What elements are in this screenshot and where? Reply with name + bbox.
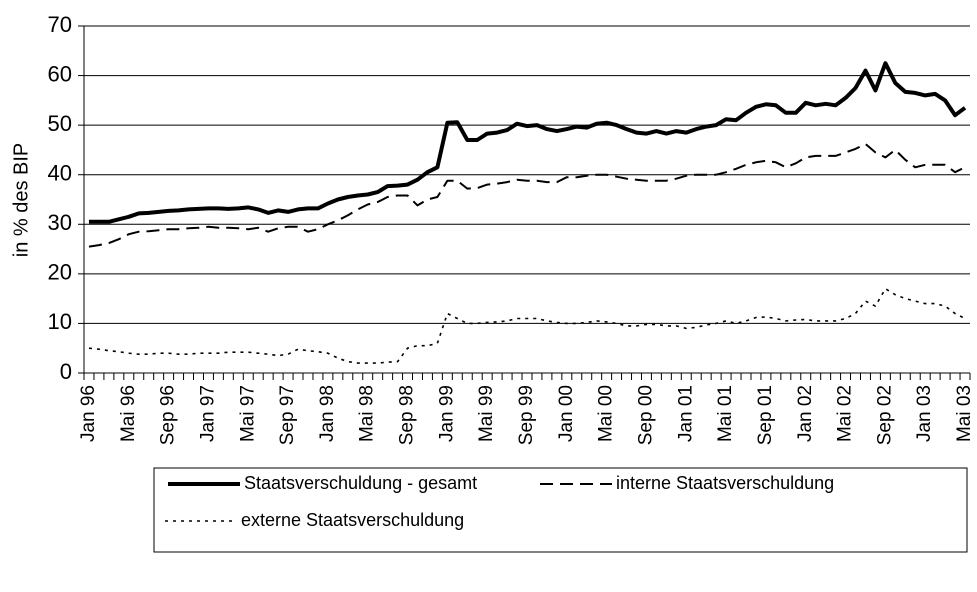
y-tick-label: 30: [48, 210, 72, 235]
series-line: [89, 61, 967, 224]
x-tick-label: Jan 03: [914, 385, 935, 442]
legend-box: [153, 467, 968, 553]
x-tick-label: Sep 01: [755, 385, 776, 445]
legend-label: interne Staatsverschuldung: [616, 473, 834, 493]
x-tick-label: Jan 97: [197, 385, 218, 442]
x-tick-label: Mai 97: [237, 385, 258, 442]
y-tick-label: 10: [48, 309, 72, 334]
y-tick-label: 40: [48, 161, 72, 186]
x-tick-label: Sep 97: [277, 385, 298, 445]
x-tick-label: Sep 99: [516, 385, 537, 445]
x-tick-label: Jan 02: [795, 385, 816, 442]
x-tick-label: Mai 96: [118, 385, 139, 442]
legend-label: Staatsverschuldung - gesamt: [244, 473, 477, 493]
x-tick-label: Mai 02: [835, 385, 856, 442]
x-tick-label: Jan 98: [317, 385, 338, 442]
x-tick-label: Sep 96: [158, 385, 179, 445]
x-tick-label: Mai 99: [476, 385, 497, 442]
series-line: [88, 143, 966, 248]
x-tick-label: Mai 98: [357, 385, 378, 442]
y-tick-label: 0: [60, 359, 72, 384]
x-tick-label: Jan 00: [556, 385, 577, 442]
x-tick-label: Mai 00: [596, 385, 617, 442]
y-tick-label: 70: [48, 12, 72, 37]
series-line: [88, 287, 966, 364]
x-tick-label: Sep 02: [874, 385, 895, 445]
x-tick-label: Sep 98: [397, 385, 418, 445]
x-tick-label: Jan 99: [436, 385, 457, 442]
x-tick-label: Sep 00: [635, 385, 656, 445]
legend-label: externe Staatsverschuldung: [241, 510, 464, 530]
y-tick-label: 50: [48, 111, 72, 136]
x-tick-label: Jan 01: [675, 385, 696, 442]
y-tick-label: 60: [48, 61, 72, 86]
y-axis-label: in % des BIP: [10, 143, 32, 258]
x-tick-label: Mai 03: [954, 385, 975, 442]
y-tick-label: 20: [48, 260, 72, 285]
x-tick-label: Jan 96: [78, 385, 99, 442]
x-tick-label: Mai 01: [715, 385, 736, 442]
